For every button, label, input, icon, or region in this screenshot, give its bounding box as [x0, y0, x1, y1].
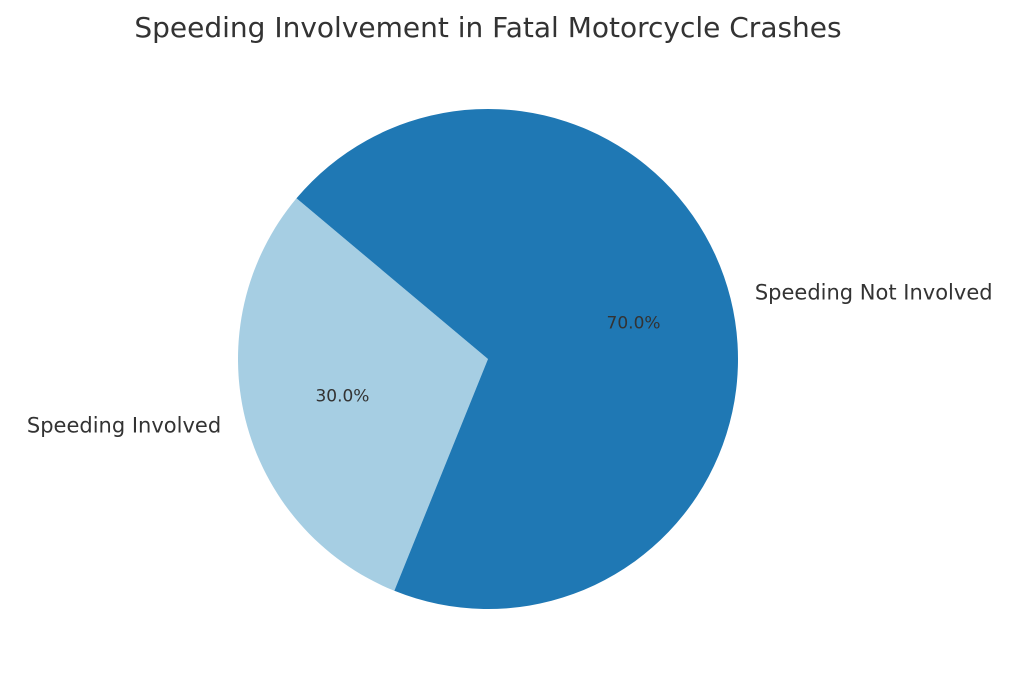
pie-slice-0 [237, 198, 488, 591]
pie-category-label-0: Speeding Involved [27, 414, 221, 438]
pie-slice-1 [296, 109, 738, 609]
chart-title: Speeding Involvement in Fatal Motorcycle… [134, 11, 841, 44]
pie-labels: 30.0% Speeding Involved 70.0% Speeding Not … [27, 280, 993, 437]
pie-category-label-1: Speeding Not Involved [755, 280, 993, 304]
pie-slices [237, 109, 738, 609]
pie-pct-label-0: 30.0% [315, 386, 369, 406]
pie-pct-label-1: 70.0% [607, 314, 661, 334]
